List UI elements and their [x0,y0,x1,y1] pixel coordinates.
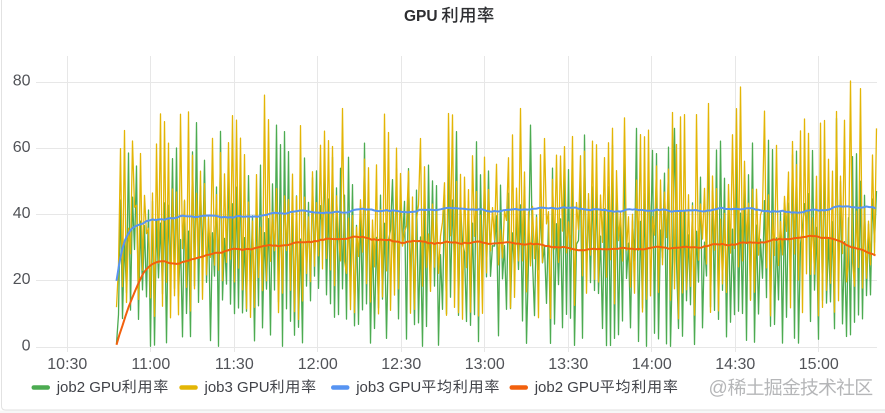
svg-text:job2 GPU: job2 GPU [534,379,600,396]
svg-text:15:00: 15:00 [799,356,839,373]
svg-text:20: 20 [13,271,31,288]
svg-text:12:00: 12:00 [298,356,338,373]
svg-text:13:00: 13:00 [465,356,505,373]
svg-text:80: 80 [13,73,31,90]
svg-text:13:30: 13:30 [548,356,588,373]
svg-text:40: 40 [13,205,31,222]
svg-text:14:00: 14:00 [632,356,672,373]
svg-text:14:30: 14:30 [715,356,755,373]
svg-text:60: 60 [13,139,31,156]
svg-text:job3 GPU: job3 GPU [355,379,421,396]
svg-text:10:30: 10:30 [47,356,87,373]
svg-text:11:30: 11:30 [215,356,254,373]
svg-text:12:30: 12:30 [381,356,421,373]
svg-text:GPU: GPU [404,8,438,25]
svg-text:@: @ [709,378,728,399]
svg-text:0: 0 [22,338,31,355]
svg-text:11:00: 11:00 [131,356,170,373]
svg-text:job3 GPU: job3 GPU [204,379,270,396]
svg-text:job2 GPU: job2 GPU [56,379,122,396]
